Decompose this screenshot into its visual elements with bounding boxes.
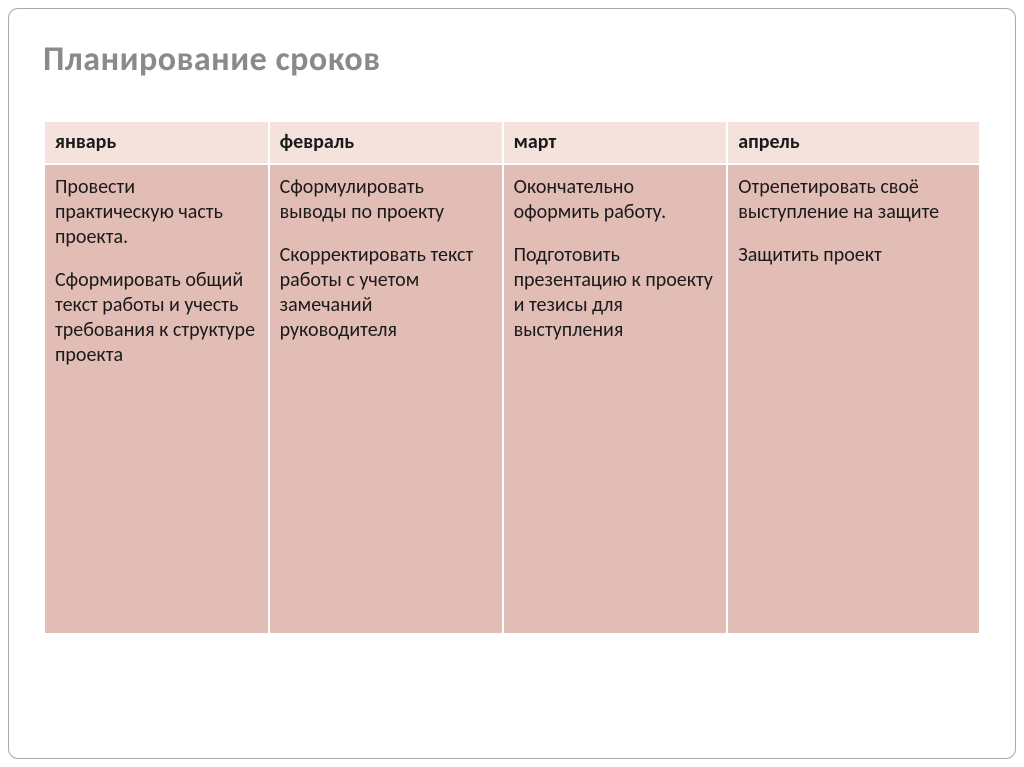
- plan-table: январь февраль март апрель Провести прак…: [43, 120, 981, 635]
- col-header: январь: [44, 121, 269, 164]
- table-cell: Отрепетировать своё выступление на защит…: [727, 164, 980, 634]
- table-header-row: январь февраль март апрель: [44, 121, 980, 164]
- cell-text: Защитить проект: [738, 243, 969, 268]
- table-row: Провести практическую часть проекта. Сфо…: [44, 164, 980, 634]
- cell-text: Подготовить презентацию к проекту и тези…: [514, 243, 717, 343]
- cell-text: Провести практическую часть проекта.: [55, 175, 258, 250]
- cell-text: Сформировать общий текст работы и учесть…: [55, 268, 258, 368]
- col-header: апрель: [727, 121, 980, 164]
- cell-text: Скорректировать текст работы с учетом за…: [280, 243, 492, 343]
- cell-text: Сформулировать выводы по проекту: [280, 175, 492, 225]
- slide-title: Планирование сроков: [43, 39, 981, 80]
- col-header: февраль: [269, 121, 503, 164]
- col-header: март: [503, 121, 728, 164]
- table-cell: Провести практическую часть проекта. Сфо…: [44, 164, 269, 634]
- table-cell: Сформулировать выводы по проекту Скоррек…: [269, 164, 503, 634]
- cell-text: Окончательно оформить работу.: [514, 175, 717, 225]
- cell-text: Отрепетировать своё выступление на защит…: [738, 175, 969, 225]
- slide-frame: Планирование сроков январь февраль март …: [8, 8, 1016, 759]
- table-cell: Окончательно оформить работу. Подготовит…: [503, 164, 728, 634]
